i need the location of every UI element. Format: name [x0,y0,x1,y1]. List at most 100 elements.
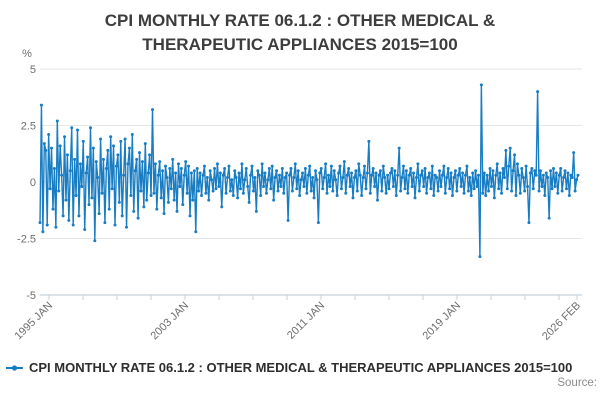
data-point [159,196,163,200]
data-point [546,175,550,179]
data-point [295,187,299,191]
data-point [485,173,489,177]
data-point [420,169,424,173]
data-point [521,175,525,179]
data-point [221,173,225,177]
data-point [432,194,436,198]
data-point [140,160,144,164]
data-point [414,175,418,179]
data-point [234,175,238,179]
data-point [218,171,222,175]
data-point [351,196,355,200]
data-point [146,171,150,175]
data-point [409,166,413,170]
data-point [129,194,133,198]
data-point [197,189,201,193]
y-tick-label: 5 [30,64,36,76]
y-tick-label: 2.5 [21,121,36,133]
data-point [315,178,319,182]
data-point [52,166,56,170]
data-point [322,175,326,179]
data-point [487,189,491,193]
data-point [380,189,384,193]
data-point [112,144,116,148]
data-point [341,175,345,179]
data-point [309,189,313,193]
data-point [243,178,247,182]
data-point [168,166,172,170]
source-label: Source: [557,377,597,389]
data-point [572,151,576,155]
data-point [113,223,117,227]
data-point [364,187,368,191]
data-point [187,164,191,168]
data-point [205,175,209,179]
data-point [126,162,130,166]
data-point [523,189,527,193]
data-point [348,185,352,189]
data-point [253,175,257,179]
data-point [305,191,309,195]
chart-title: CPI MONTHLY RATE 06.1.2 : OTHER MEDICAL … [0,9,600,57]
data-point [117,200,121,204]
x-tick-label: 1995 JAN [12,300,55,343]
data-point [560,189,564,193]
data-point [237,171,241,175]
chart-title-line1: CPI MONTHLY RATE 06.1.2 : OTHER MEDICAL … [104,11,496,30]
x-tick-label: 2026 FEB [540,300,583,343]
data-point [145,198,149,202]
data-point [475,185,479,189]
data-point [109,135,113,139]
data-point [479,83,483,87]
data-point [158,160,162,164]
data-point [269,187,273,191]
data-point [201,173,205,177]
data-point [246,185,250,189]
data-point [210,178,214,182]
data-point [45,223,49,227]
data-point [575,178,579,182]
data-point [377,173,381,177]
data-point [172,198,176,202]
data-point [283,175,287,179]
data-point [116,153,120,157]
data-point [244,166,248,170]
data-point [397,146,401,150]
data-point [132,209,136,213]
data-point [65,153,69,157]
data-point [48,187,52,191]
data-point [534,173,538,177]
data-point [123,137,127,141]
data-point [161,169,165,173]
legend-item[interactable]: CPI MONTHLY RATE 06.1.2 : OTHER MEDICAL … [6,360,572,375]
data-point [207,198,211,202]
data-point [90,196,94,200]
data-point [459,185,463,189]
data-point [539,169,542,173]
data-point [433,173,437,177]
data-point [107,207,111,211]
data-point [388,171,392,175]
data-point [456,173,460,177]
x-tick-label: 2003 JAN [148,300,191,343]
data-point [448,187,452,191]
data-point [495,162,499,166]
data-point [81,139,85,143]
chart-title-line2: THERAPEUTIC APPLIANCES 2015=100 [142,35,458,54]
data-point [165,175,169,179]
data-point [280,166,284,170]
data-point [262,185,266,189]
series-line [39,84,579,258]
data-point [127,146,131,150]
data-point [527,221,531,225]
data-point [355,189,359,193]
data-point [508,146,512,150]
data-point [153,162,157,166]
data-point [416,162,420,166]
data-point [338,164,342,168]
data-point [106,148,110,152]
data-point [515,162,519,166]
data-point [308,164,312,168]
data-point [47,133,51,137]
